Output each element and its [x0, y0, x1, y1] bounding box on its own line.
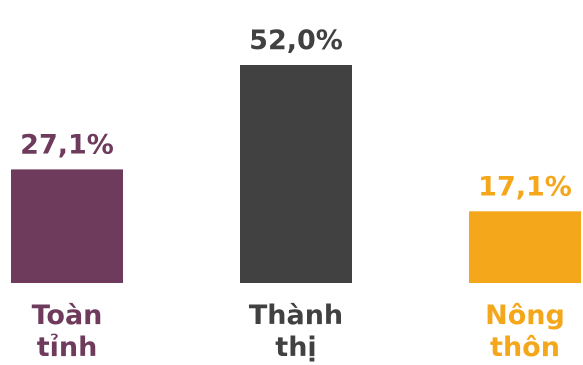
- bar-1: [11, 169, 123, 283]
- category-label-2-line-2: thị: [275, 332, 316, 363]
- value-label-3: 17,1%: [478, 171, 572, 202]
- category-label-3-line-1: Nông: [485, 300, 565, 331]
- value-label-2: 52,0%: [249, 25, 343, 56]
- bar-3: [469, 211, 581, 283]
- bar-2: [240, 65, 352, 283]
- value-label-1: 27,1%: [20, 129, 114, 160]
- category-label-1-line-2: tỉnh: [37, 332, 98, 363]
- category-label-3-line-2: thôn: [490, 332, 560, 363]
- category-label-1-line-1: Toàn: [32, 300, 103, 331]
- category-label-2-line-1: Thành: [249, 300, 343, 331]
